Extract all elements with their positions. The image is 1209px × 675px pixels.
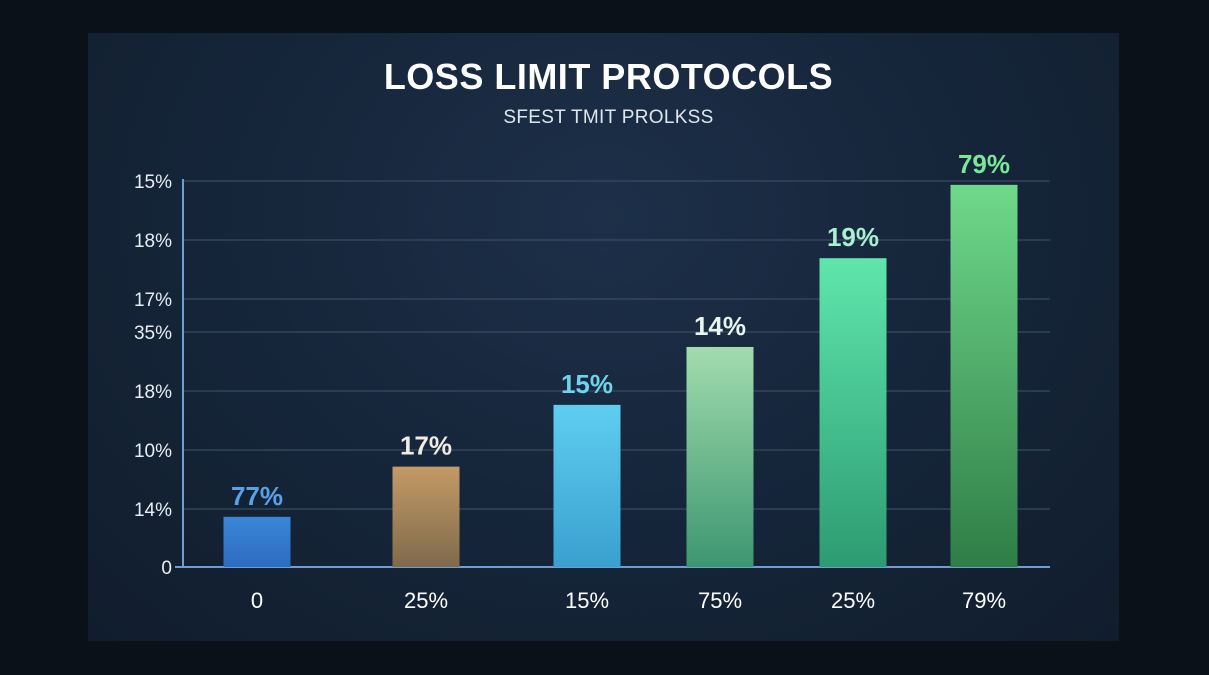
chart-subtitle: SFEST TMIT PROLKSS [503,107,714,128]
x-tick-label: 25% [831,588,875,613]
x-tick-label: 75% [698,588,742,613]
y-tick-label: 35% [134,323,172,344]
y-tick-label: 18% [134,231,172,252]
bar [223,516,291,567]
data-label: 14% [694,311,746,341]
y-tick-labels: 15% 18% 17% 35% 18% 10% 14% 0 [134,172,172,579]
data-label: 17% [400,431,452,461]
y-tick-label: 18% [134,382,172,403]
bar [819,258,887,567]
data-labels: 77% 17% 15% 14% 19% 79% [231,149,1010,511]
chart-title: LOSS LIMIT PROTOCOLS [383,56,834,97]
bar [553,404,621,567]
data-label: 77% [231,481,283,511]
data-label: 19% [827,222,879,252]
data-label: 15% [561,369,613,399]
x-tick-label: 15% [565,588,609,613]
x-tick-label: 25% [404,588,448,613]
bar [392,466,460,567]
y-tick-label: 10% [134,441,172,462]
bar [950,184,1018,568]
y-tick-label: 17% [134,290,172,311]
x-tick-labels: 0 25% 15% 75% 25% 79% [251,588,1006,613]
y-tick-label: 15% [134,172,172,193]
data-label: 79% [958,149,1010,179]
x-tick-label: 79% [962,588,1006,613]
y-tick-label: 14% [134,500,172,521]
bar [686,346,754,567]
y-tick-label: 0 [161,558,172,579]
x-tick-label: 0 [251,588,263,613]
bars [223,184,1018,568]
